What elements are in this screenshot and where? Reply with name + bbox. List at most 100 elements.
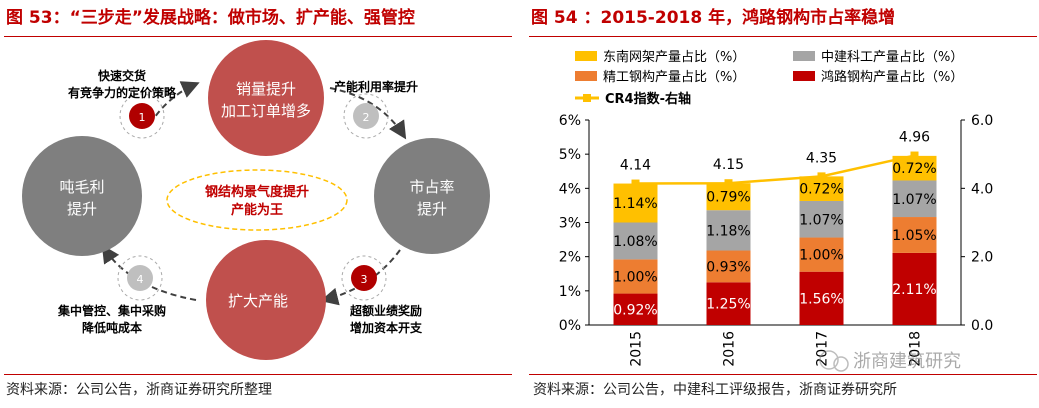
bar-2018-s0 [892,252,937,325]
watermark: 浙商建筑研究 [819,350,961,372]
legend-label-1: 精工钢构产量占比（%） [603,70,745,85]
strategy-cycle-diagram: 销量提升 加工订单增多 市占率 提升 扩大产能 吨毛利 提升 钢结构景气度提升 … [22,40,490,360]
y-left-tick-label: 6% [559,113,581,129]
legend-line-marker [583,94,591,102]
cr4-label-2015: 4.14 [620,158,651,174]
wechat-icon-small [833,356,849,372]
step-1-text-line2: 有竞争力的定价策略 [68,85,177,100]
legend-label-0: 鸿路钢构产量占比（%） [821,69,963,85]
figure-53-title: 图 53：“三步走”发展战略：做市场、扩产能、强管控 [6,8,415,28]
cr4-point-2017 [817,172,826,181]
legend-swatch-0 [793,71,815,81]
legend-line-label: CR4指数-右轴 [605,91,691,107]
step-2-number: 2 [363,111,370,124]
legend-label-3: 东南网架产量占比（%） [603,49,745,65]
figure-53-title-rule [4,36,512,37]
figure-53-panel: 图 53：“三步走”发展战略：做市场、扩产能、强管控 销量提升 加工订单增多 市… [0,0,514,408]
y-left-tick-label: 1% [559,284,581,300]
bar-label-2018-s0: 2.11% [892,282,936,298]
step-1-badge [129,103,155,129]
bar-2017-s3 [799,176,844,201]
cr4-label-2017: 4.35 [806,150,837,166]
x-tick-label-2015: 2015 [629,331,645,367]
legend-swatch-3 [575,51,597,61]
y-right-tick-label: 6.0 [971,113,993,129]
figure-54-title-rule [529,36,1037,37]
figure-54-panel: 图 54 ：2015-2018 年，鸿路钢构市占率稳增 东南网架产量占比（%） 中… [527,0,1039,408]
y-right-tick-label: 0.0 [971,318,993,334]
step-3-text-line2: 增加资本开支 [350,320,423,335]
bar-2016-s0 [706,282,751,325]
arrow-bottom-to-left [101,244,197,301]
step-3-number: 3 [361,273,368,286]
bar-label-2017-s2: 1.07% [799,212,843,228]
circle-capacity-expansion [206,240,326,360]
circle-top-line1: 销量提升 [236,80,296,98]
bar-label-2015-s2: 1.08% [613,234,657,250]
y-right-tick-label: 2.0 [971,250,993,266]
figure-54-title: 图 54 ：2015-2018 年，鸿路钢构市占率稳增 [531,8,896,28]
wechat-icon [819,350,839,370]
step-3-halo [341,255,387,301]
circle-sales-growth [208,40,324,156]
bar-label-2018-s2: 1.07% [892,192,936,208]
y-left-tick-label: 5% [559,147,581,163]
step-2-badge [353,103,379,129]
bar-2015-s3 [613,183,658,223]
bar-label-2017-s3: 0.72% [799,182,843,198]
circle-market-share [374,138,490,254]
bar-label-2018-s3: 0.72% [892,161,936,177]
cr4-line [635,154,915,185]
bar-2015-s1 [613,259,658,294]
watermark-text: 浙商建筑研究 [853,351,961,372]
y-left-tick-label: 0% [559,318,581,334]
bar-label-2017-s0: 1.56% [799,291,843,307]
arrow-top-to-right [329,87,407,140]
bar-label-2016-s0: 1.25% [706,297,750,313]
circle-left-line1: 吨毛利 [59,178,104,196]
step-3-text-line1: 超额业绩奖励 [349,303,422,318]
step-2-halo [343,93,389,139]
bar-2016-s3 [706,183,751,211]
circle-bottom-line1: 扩大产能 [228,292,288,310]
y-right-tick-label: 4.0 [971,181,993,197]
chart-bars [613,155,937,325]
step-1-halo [119,93,165,139]
step-3-badge [351,265,377,291]
x-tick-label-2018: 2018 [908,331,924,367]
figure-54-source: 资料来源：公司公告，中建科工评级报告，浙商证券研究所 [533,382,897,398]
bar-label-2016-s3: 0.79% [706,190,750,206]
bar-label-2018-s1: 1.05% [892,228,936,244]
market-share-chart: 东南网架产量占比（%） 中建科工产量占比（%） 精工钢构产量占比（%） 鸿路钢构产量占… [559,49,993,372]
cr4-label-2018: 4.96 [899,130,930,146]
step-2-text-line1: 产能利用率提升 [334,79,418,94]
step-4-number: 4 [137,273,144,286]
figure-54-source-rule [529,374,1037,375]
step-4-halo [117,255,163,301]
bar-2015-s2 [613,222,658,260]
chart-legend: 东南网架产量占比（%） 中建科工产量占比（%） 精工钢构产量占比（%） 鸿路钢构产量占… [575,49,963,107]
bar-label-2015-s0: 0.92% [613,302,657,318]
center-line1: 钢结构景气度提升 [205,184,309,200]
cr4-point-2016 [724,179,733,188]
bar-2018-s2 [892,180,937,218]
bar-2017-s2 [799,200,844,238]
x-tick-label-2017: 2017 [815,331,831,367]
center-line2: 产能为王 [231,202,283,218]
bar-2017-s0 [799,271,844,325]
step-4-badge [127,265,153,291]
bar-label-2016-s1: 0.93% [706,259,750,275]
cr4-point-2018 [910,151,919,160]
y-left-tick-label: 4% [559,181,581,197]
bar-label-2015-s1: 1.00% [613,269,657,285]
bar-2015-s0 [613,293,658,325]
step-1-number: 1 [139,111,146,124]
circle-left-line2: 提升 [67,200,97,218]
step-4-text-line1: 集中管控、集中采购 [57,303,166,318]
circle-right-line2: 提升 [417,200,447,218]
y-left-tick-label: 2% [559,250,581,266]
bar-2016-s2 [706,210,751,251]
step-4-text-line2: 降低吨成本 [82,320,142,335]
cr4-point-2015 [631,179,640,188]
bar-label-2015-s3: 1.14% [613,196,657,212]
